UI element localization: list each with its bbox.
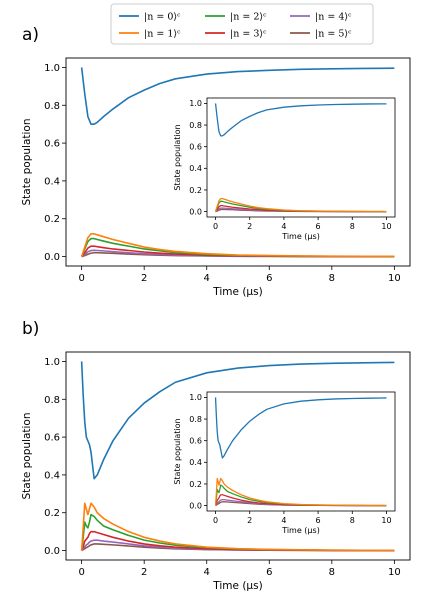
panel-b-ytick-label-3: 0.6: [44, 433, 60, 444]
panel-a-inset-ytick-label-2: 0.4: [189, 164, 202, 173]
legend-label-1: |n = 1⟩ᶜ: [144, 29, 181, 40]
panel-a-inset-xtick-label-4: 8: [350, 222, 355, 231]
panel-b-inset-ytick-label-1: 0.2: [189, 480, 202, 489]
panel-a-inset-ytick-label-3: 0.6: [189, 142, 202, 151]
panel-b-series-1: [80, 502, 395, 552]
panel-b-inset-frame: [206, 391, 396, 512]
panel-b-ytick-label-4: 0.8: [44, 395, 60, 406]
panel-b-ytick-label-5: 1.0: [44, 357, 60, 368]
legend-label-3: |n = 3⟩ᶜ: [230, 29, 267, 40]
panel-a-inset-xlabel: Time (µs): [281, 232, 320, 241]
panel-a-ytick-label-5: 1.0: [44, 63, 60, 74]
panel-b-inset-xtick-label-4: 8: [350, 516, 355, 525]
panel-b-ytick-label-0: 0.0: [44, 546, 60, 557]
panel-b-xlabel: Time (µs): [212, 580, 262, 592]
panel-a-inset-ytick-label-5: 1.0: [189, 99, 202, 108]
legend-label-5: |n = 5⟩ᶜ: [315, 29, 352, 40]
panel-a-xtick-label-4: 8: [329, 273, 335, 284]
panel-a-xtick-label-3: 6: [266, 273, 272, 284]
panel-b-inset-ytick-label-5: 1.0: [189, 393, 202, 402]
panel-a-series-1: [80, 233, 395, 258]
panel-b-inset-ytick-label-2: 0.4: [189, 458, 202, 467]
legend-label-4: |n = 4⟩ᶜ: [315, 12, 352, 23]
legend-label-2: |n = 2⟩ᶜ: [230, 12, 267, 23]
legend: |n = 0⟩ᶜ |n = 1⟩ᶜ |n = 2⟩ᶜ |n = 3⟩ᶜ |n = 4⟩ᶜ…: [110, 3, 374, 45]
panel-b-inset-xtick-label-0: 0: [213, 516, 218, 525]
panel-b-xtick-label-5: 10: [388, 567, 401, 578]
panel-b-xtick-label-1: 2: [141, 567, 147, 578]
panel-a-label: a): [22, 25, 39, 45]
panel-a-inset-frame: [206, 97, 396, 218]
panel-a-ytick-label-2: 0.4: [44, 176, 60, 187]
panel-a-inset-xtick-label-1: 2: [247, 222, 252, 231]
panel-b-inset-ylabel: State population: [173, 418, 182, 484]
panel-a-inset-ytick-label-1: 0.2: [189, 186, 202, 195]
panel-b-inset-ytick-label-0: 0.0: [189, 501, 202, 510]
panel-b-inset-xtick-label-5: 10: [381, 516, 391, 525]
panel-a-xlabel: Time (µs): [212, 286, 262, 298]
panel-a-ytick-label-0: 0.0: [44, 252, 60, 263]
panel-b-ytick-label-1: 0.2: [44, 508, 60, 519]
panel-a-inset-xtick-label-0: 0: [213, 222, 218, 231]
panel-a-ytick-label-3: 0.6: [44, 139, 60, 150]
panel-a: 0 2 4 6 8 10 0.0 0.2 0.4 0.6 0.8 1.0 Time (µs) State …: [21, 25, 411, 298]
panel-b-inset-series-0: [214, 397, 387, 459]
panel-b-xtick-label-0: 0: [78, 567, 84, 578]
panel-a-inset-xtick-label-5: 10: [381, 222, 391, 231]
panel-b-label: b): [22, 319, 39, 339]
panel-a-ylabel: State population: [21, 118, 33, 205]
panel-b-ylabel: State population: [21, 412, 33, 499]
panel-a-xtick-label-0: 0: [78, 273, 84, 284]
panel-b: 0 2 4 6 8 10 0.0 0.2 0.4 0.6 0.8 1.0 Time (µs) State …: [21, 319, 411, 592]
panel-a-series-0: [80, 67, 395, 125]
panel-b-ytick-label-2: 0.4: [44, 470, 60, 481]
panel-b-inset-xlabel: Time (µs): [281, 526, 320, 535]
panel-b-inset-series-1: [214, 477, 387, 507]
panel-b-inset-xtick-label-2: 4: [281, 516, 286, 525]
panel-a-inset-series-0: [214, 103, 387, 137]
panel-b-xtick-label-4: 8: [329, 567, 335, 578]
panel-b-xtick-label-3: 6: [266, 567, 272, 578]
panel-b-xtick-label-2: 4: [204, 567, 210, 578]
legend-label-0: |n = 0⟩ᶜ: [144, 12, 181, 23]
panel-b-inset-xtick-label-3: 6: [316, 516, 321, 525]
panel-a-xtick-label-1: 2: [141, 273, 147, 284]
panel-a-inset-ylabel: State population: [173, 124, 182, 190]
panel-a-inset-xtick-label-2: 4: [281, 222, 286, 231]
legend-frame: [110, 3, 374, 45]
panel-a-ytick-label-4: 0.8: [44, 101, 60, 112]
panel-a-ytick-label-1: 0.2: [44, 214, 60, 225]
panel-b-series-0: [80, 361, 395, 480]
panel-a-inset-ytick-label-4: 0.8: [189, 121, 202, 130]
panel-a-xtick-label-5: 10: [388, 273, 401, 284]
panel-a-xtick-label-2: 4: [204, 273, 210, 284]
panel-b-inset-xtick-label-1: 2: [247, 516, 252, 525]
panel-a-inset-xtick-label-3: 6: [316, 222, 321, 231]
panel-a-inset-ytick-label-0: 0.0: [189, 207, 202, 216]
panel-b-inset-ytick-label-3: 0.6: [189, 436, 202, 445]
panel-b-inset-ytick-label-4: 0.8: [189, 415, 202, 424]
panel-a-inset-series-1: [214, 197, 387, 213]
